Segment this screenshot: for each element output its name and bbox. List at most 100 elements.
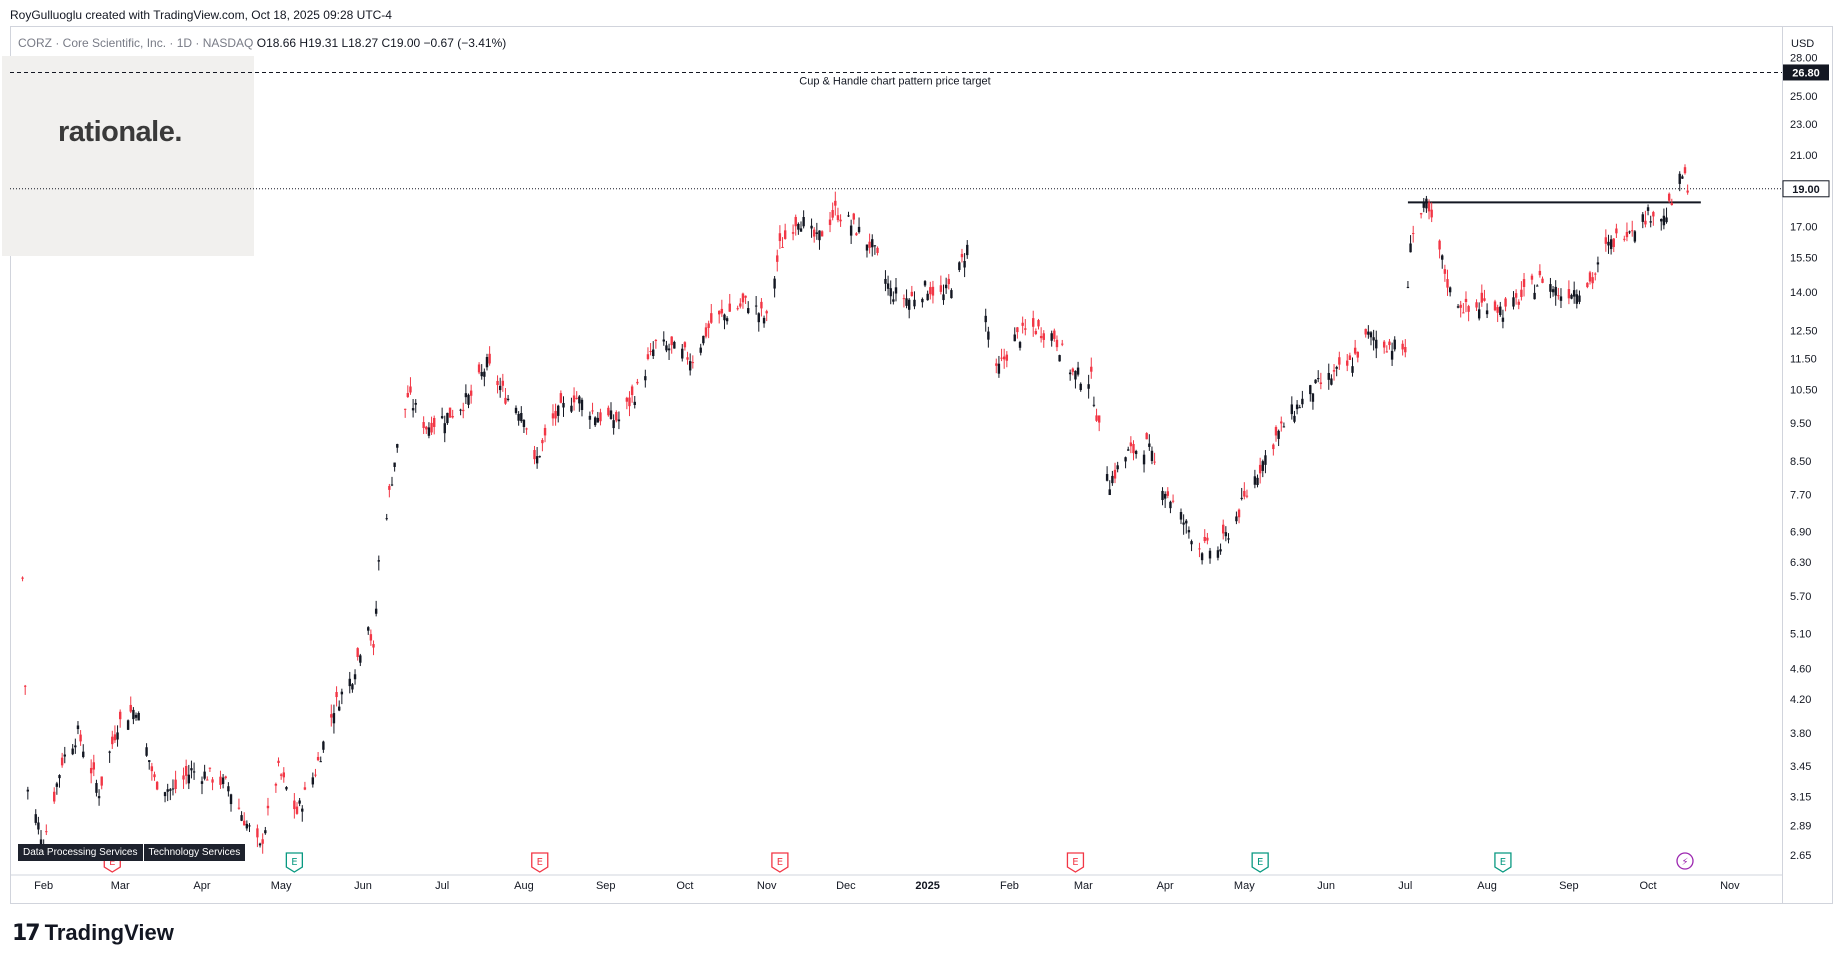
candle[interactable] xyxy=(322,740,325,753)
candle[interactable] xyxy=(443,415,446,443)
candle[interactable] xyxy=(261,833,264,854)
candle[interactable] xyxy=(987,326,990,348)
candle[interactable] xyxy=(448,407,452,418)
candle[interactable] xyxy=(37,816,40,835)
candle[interactable] xyxy=(1549,277,1552,299)
candle[interactable] xyxy=(1572,281,1576,304)
candle[interactable] xyxy=(240,811,243,822)
candle[interactable] xyxy=(741,292,745,309)
candle[interactable] xyxy=(1261,459,1264,478)
candle[interactable] xyxy=(274,782,278,793)
candle[interactable] xyxy=(1683,164,1687,175)
candle[interactable] xyxy=(182,767,185,789)
candle[interactable] xyxy=(45,824,48,836)
candle[interactable] xyxy=(1591,272,1594,290)
candle[interactable] xyxy=(799,221,803,232)
candle[interactable] xyxy=(224,775,227,780)
candle[interactable] xyxy=(279,773,283,780)
candle[interactable] xyxy=(462,402,465,419)
candle[interactable] xyxy=(248,823,251,833)
candle[interactable] xyxy=(739,298,742,309)
candle[interactable] xyxy=(736,305,739,311)
candle[interactable] xyxy=(1024,319,1027,336)
candle[interactable] xyxy=(1253,469,1257,489)
candle[interactable] xyxy=(169,788,172,801)
candle[interactable] xyxy=(1090,357,1093,379)
candle[interactable] xyxy=(673,340,676,349)
candle[interactable] xyxy=(1485,303,1489,319)
candle[interactable] xyxy=(148,760,151,770)
candle[interactable] xyxy=(303,781,307,791)
candle[interactable] xyxy=(762,315,766,328)
candle[interactable] xyxy=(662,331,665,346)
candle[interactable] xyxy=(572,387,576,411)
candle[interactable] xyxy=(723,313,726,330)
candle[interactable] xyxy=(1235,511,1238,525)
candle[interactable] xyxy=(776,249,779,272)
candle[interactable] xyxy=(1388,338,1391,350)
candle[interactable] xyxy=(1364,328,1367,338)
candle[interactable] xyxy=(514,405,518,415)
candle[interactable] xyxy=(496,375,499,394)
candle[interactable] xyxy=(707,320,710,339)
candle[interactable] xyxy=(1018,340,1022,351)
candle[interactable] xyxy=(351,683,354,693)
candle[interactable] xyxy=(541,438,544,452)
candle[interactable] xyxy=(111,730,114,749)
candle[interactable] xyxy=(710,303,713,324)
candle[interactable] xyxy=(1032,310,1035,337)
candle[interactable] xyxy=(960,248,964,263)
candle[interactable] xyxy=(615,410,618,423)
candle[interactable] xyxy=(757,312,760,332)
candle[interactable] xyxy=(1129,436,1133,454)
candle[interactable] xyxy=(1517,299,1520,310)
candle[interactable] xyxy=(1132,440,1135,461)
candle[interactable] xyxy=(338,700,341,712)
candle[interactable] xyxy=(1412,225,1415,243)
candle[interactable] xyxy=(1095,408,1098,422)
candle[interactable] xyxy=(422,416,425,435)
candle[interactable] xyxy=(314,768,317,778)
candle[interactable] xyxy=(1206,532,1209,545)
candle[interactable] xyxy=(1425,195,1428,213)
candle[interactable] xyxy=(580,397,584,417)
candle[interactable] xyxy=(74,738,77,754)
candle[interactable] xyxy=(480,364,483,380)
candle[interactable] xyxy=(1224,526,1228,542)
candle[interactable] xyxy=(1588,270,1592,285)
candle[interactable] xyxy=(1039,327,1043,343)
candle[interactable] xyxy=(243,812,246,826)
candle[interactable] xyxy=(551,404,555,426)
candle[interactable] xyxy=(628,391,631,417)
candle[interactable] xyxy=(1609,235,1613,255)
candle[interactable] xyxy=(1124,456,1127,469)
candle[interactable] xyxy=(1087,374,1090,399)
candle[interactable] xyxy=(256,824,259,848)
candle[interactable] xyxy=(1277,429,1280,447)
candle[interactable] xyxy=(1092,396,1096,408)
candle[interactable] xyxy=(58,774,61,788)
candle[interactable] xyxy=(1227,533,1230,544)
candle[interactable] xyxy=(1351,357,1354,377)
candle[interactable] xyxy=(617,411,621,430)
candle[interactable] xyxy=(802,210,805,229)
candle[interactable] xyxy=(947,274,950,290)
candle[interactable] xyxy=(1670,198,1674,206)
candle[interactable] xyxy=(868,233,871,254)
candle[interactable] xyxy=(219,770,222,789)
candle[interactable] xyxy=(71,744,74,756)
sector-tag[interactable]: Technology Services xyxy=(143,844,247,861)
candle[interactable] xyxy=(171,779,175,796)
candle[interactable] xyxy=(311,772,315,788)
candle[interactable] xyxy=(1219,543,1222,555)
candle[interactable] xyxy=(747,301,750,315)
candle[interactable] xyxy=(836,207,840,223)
candle[interactable] xyxy=(427,422,431,439)
candle[interactable] xyxy=(1105,466,1109,482)
candle[interactable] xyxy=(942,284,945,305)
candle[interactable] xyxy=(1499,301,1502,317)
candle[interactable] xyxy=(852,212,855,225)
candle[interactable] xyxy=(498,377,502,398)
candle[interactable] xyxy=(264,826,267,835)
candle[interactable] xyxy=(596,411,600,423)
